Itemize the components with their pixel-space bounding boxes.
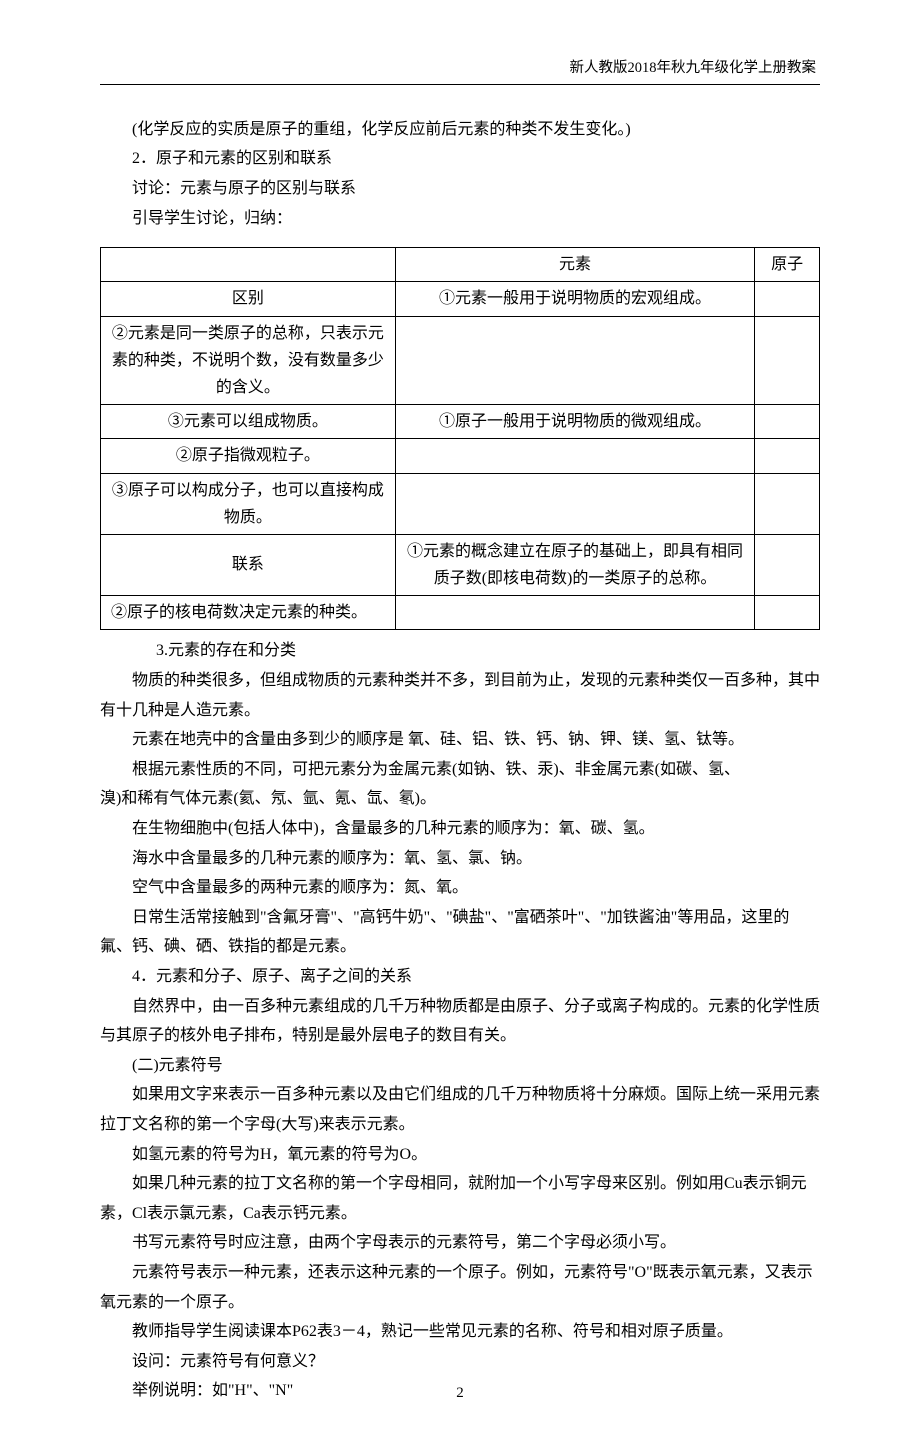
header-rule: [100, 84, 820, 85]
table-row: ②原子指微观粒子。: [101, 439, 820, 473]
page-number: 2: [0, 1380, 920, 1408]
paragraph: 如果用文字来表示一百多种元素以及由它们组成的几千万种物质将十分麻烦。国际上统一采…: [100, 1080, 820, 1139]
cell-empty: [755, 473, 820, 534]
cell-empty: [755, 282, 820, 316]
table-row: ②元素是同一类原子的总称，只表示元素的种类，不说明个数，没有数量多少的含义。: [101, 316, 820, 405]
section-ii-title: (二)元素符号: [100, 1051, 820, 1081]
table-row: ③原子可以构成分子，也可以直接构成物质。: [101, 473, 820, 534]
table-row: ③元素可以组成物质。 ①原子一般用于说明物质的微观组成。: [101, 405, 820, 439]
cell-empty: [755, 534, 820, 595]
table-row: 元素 原子: [101, 248, 820, 282]
paragraph-part-a: 根据元素性质的不同，可把元素分为金属元素(如钠、铁、汞)、非金属元素(如碳、氢、: [100, 755, 820, 785]
intro-line-1: (化学反应的实质是原子的重组，化学反应前后元素的种类不发生变化。): [100, 115, 820, 145]
cell: ②元素是同一类原子的总称，只表示元素的种类，不说明个数，没有数量多少的含义。: [101, 316, 396, 405]
section-4-title: 4．元素和分子、原子、离子之间的关系: [100, 962, 820, 992]
paragraph: 如氢元素的符号为H，氧元素的符号为O。: [100, 1140, 820, 1170]
cell: ①元素一般用于说明物质的宏观组成。: [395, 282, 755, 316]
paragraph: 空气中含量最多的两种元素的顺序为：氮、氧。: [100, 873, 820, 903]
page-header: 新人教版2018年秋九年级化学上册教案: [100, 55, 820, 82]
cell-empty: [755, 596, 820, 630]
cell: ②原子指微观粒子。: [101, 439, 396, 473]
paragraph: 元素符号表示一种元素，还表示这种元素的一个原子。例如，元素符号"O"既表示氧元素…: [100, 1258, 820, 1317]
paragraph-part-b: 溴)和稀有气体元素(氦、氖、氩、氪、氙、氡)。: [100, 784, 820, 814]
cell-head-element: 元素: [395, 248, 755, 282]
paragraph: 物质的种类很多，但组成物质的元素种类并不多，到目前为止，发现的元素种类仅一百多种…: [100, 666, 820, 725]
paragraph: 如果几种元素的拉丁文名称的第一个字母相同，就附加一个小写字母来区别。例如用Cu表…: [100, 1169, 820, 1228]
intro-line-4: 引导学生讨论，归纳：: [100, 204, 820, 234]
paragraph: 设问：元素符号有何意义？: [100, 1347, 820, 1377]
paragraph: 教师指导学生阅读课本P62表3－4，熟记一些常见元素的名称、符号和相对原子质量。: [100, 1317, 820, 1347]
cell: ①元素的概念建立在原子的基础上，即具有相同质子数(即核电荷数)的一类原子的总称。: [395, 534, 755, 595]
cell-empty: [395, 439, 755, 473]
cell-empty: [395, 316, 755, 405]
table-row: 区别 ①元素一般用于说明物质的宏观组成。: [101, 282, 820, 316]
cell-empty: [395, 473, 755, 534]
cell: ③元素可以组成物质。: [101, 405, 396, 439]
cell-empty: [755, 405, 820, 439]
cell: ③原子可以构成分子，也可以直接构成物质。: [101, 473, 396, 534]
cell: ①原子一般用于说明物质的微观组成。: [395, 405, 755, 439]
intro-line-3: 讨论：元素与原子的区别与联系: [100, 174, 820, 204]
paragraph: 书写元素符号时应注意，由两个字母表示的元素符号，第二个字母必须小写。: [100, 1228, 820, 1258]
paragraph: 自然界中，由一百多种元素组成的几千万种物质都是由原子、分子或离子构成的。元素的化…: [100, 992, 820, 1051]
cell-empty: [755, 439, 820, 473]
comparison-table: 元素 原子 区别 ①元素一般用于说明物质的宏观组成。 ②元素是同一类原子的总称，…: [100, 247, 820, 630]
page: 新人教版2018年秋九年级化学上册教案 (化学反应的实质是原子的重组，化学反应前…: [0, 0, 920, 1446]
table-row: ②原子的核电荷数决定元素的种类。: [101, 596, 820, 630]
cell-empty: [395, 596, 755, 630]
cell-diff-label: 区别: [101, 282, 396, 316]
cell-empty: [755, 316, 820, 405]
paragraph: 日常生活常接触到"含氟牙膏"、"高钙牛奶"、"碘盐"、"富硒茶叶"、"加铁酱油"…: [100, 903, 820, 962]
intro-line-2: 2．原子和元素的区别和联系: [100, 144, 820, 174]
paragraph: 在生物细胞中(包括人体中)，含量最多的几种元素的顺序为：氧、碳、氢。: [100, 814, 820, 844]
paragraph: 海水中含量最多的几种元素的顺序为：氧、氢、氯、钠。: [100, 844, 820, 874]
section-3-title: 3.元素的存在和分类: [100, 636, 820, 666]
paragraph: 元素在地壳中的含量由多到少的顺序是 氧、硅、铝、铁、钙、钠、钾、镁、氢、钛等。: [100, 725, 820, 755]
cell-empty: [101, 248, 396, 282]
cell: ②原子的核电荷数决定元素的种类。: [101, 596, 396, 630]
cell-head-atom: 原子: [755, 248, 820, 282]
cell-link-label: 联系: [101, 534, 396, 595]
table-row: 联系 ①元素的概念建立在原子的基础上，即具有相同质子数(即核电荷数)的一类原子的…: [101, 534, 820, 595]
